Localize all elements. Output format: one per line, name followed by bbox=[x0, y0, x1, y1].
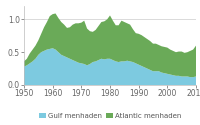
Legend: Gulf menhaden, Atlantic menhaden: Gulf menhaden, Atlantic menhaden bbox=[36, 110, 184, 122]
